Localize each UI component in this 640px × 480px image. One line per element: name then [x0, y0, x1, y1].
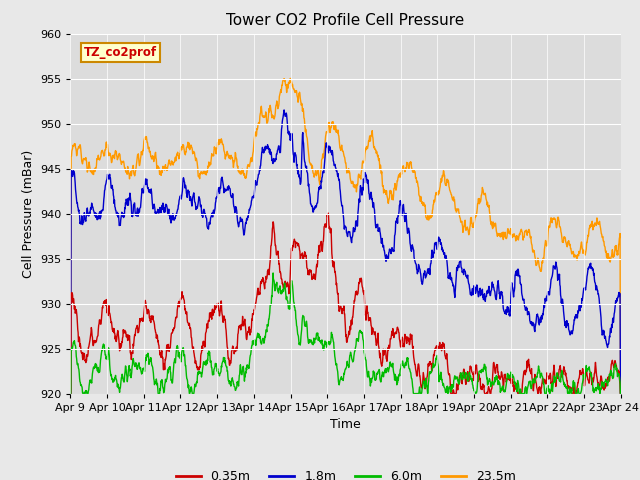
Text: TZ_co2prof: TZ_co2prof	[84, 46, 157, 59]
Title: Tower CO2 Profile Cell Pressure: Tower CO2 Profile Cell Pressure	[227, 13, 465, 28]
X-axis label: Time: Time	[330, 418, 361, 431]
Legend: 0.35m, 1.8m, 6.0m, 23.5m: 0.35m, 1.8m, 6.0m, 23.5m	[170, 465, 521, 480]
Y-axis label: Cell Pressure (mBar): Cell Pressure (mBar)	[22, 149, 35, 278]
